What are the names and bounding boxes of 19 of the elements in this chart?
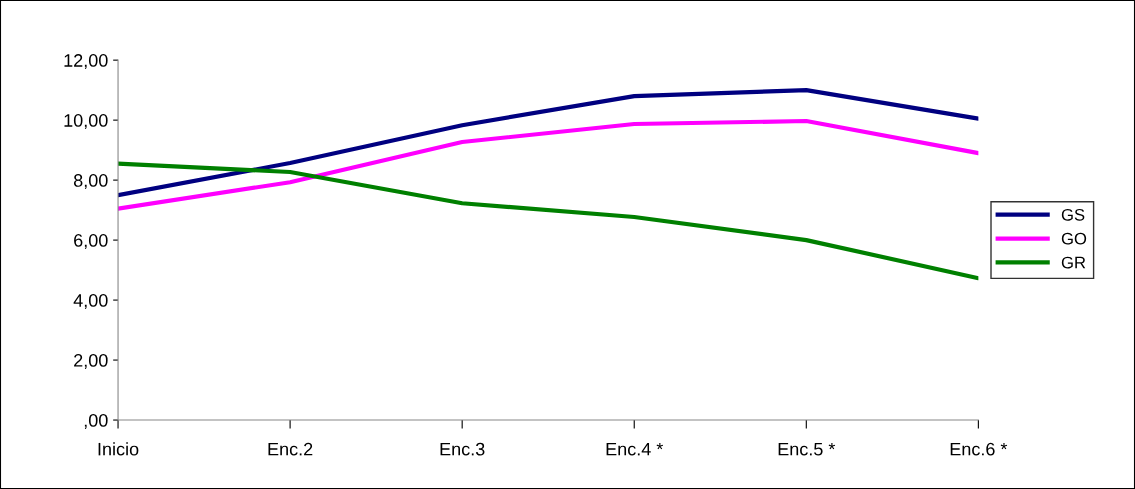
line-series: [118, 118, 979, 211]
x-tick-label: Enc.4 *: [606, 442, 664, 456]
legend-label: GO: [1061, 232, 1087, 245]
y-tick-label: 4,00: [73, 294, 108, 309]
y-tick-label: 2,00: [74, 354, 108, 369]
legend-label: GS: [1061, 208, 1085, 221]
line-series: [118, 88, 979, 198]
x-tick-label: Enc.2: [268, 442, 313, 456]
line-series: [118, 161, 979, 281]
y-tick-label: 10,00: [64, 114, 108, 129]
y-tick-label: 8,00: [73, 174, 108, 189]
y-tick-label: 6,00: [74, 234, 108, 249]
x-tick-label: Enc.3: [440, 442, 485, 456]
x-tick-label: Inicio: [98, 442, 139, 456]
legend-label: GR: [1061, 256, 1086, 269]
x-tick-label: Enc.5 *: [778, 442, 836, 456]
y-tick-label: 12,00: [64, 54, 108, 69]
x-tick-label: Enc.6 *: [950, 442, 1008, 456]
y-tick-label: ,00: [84, 413, 108, 429]
